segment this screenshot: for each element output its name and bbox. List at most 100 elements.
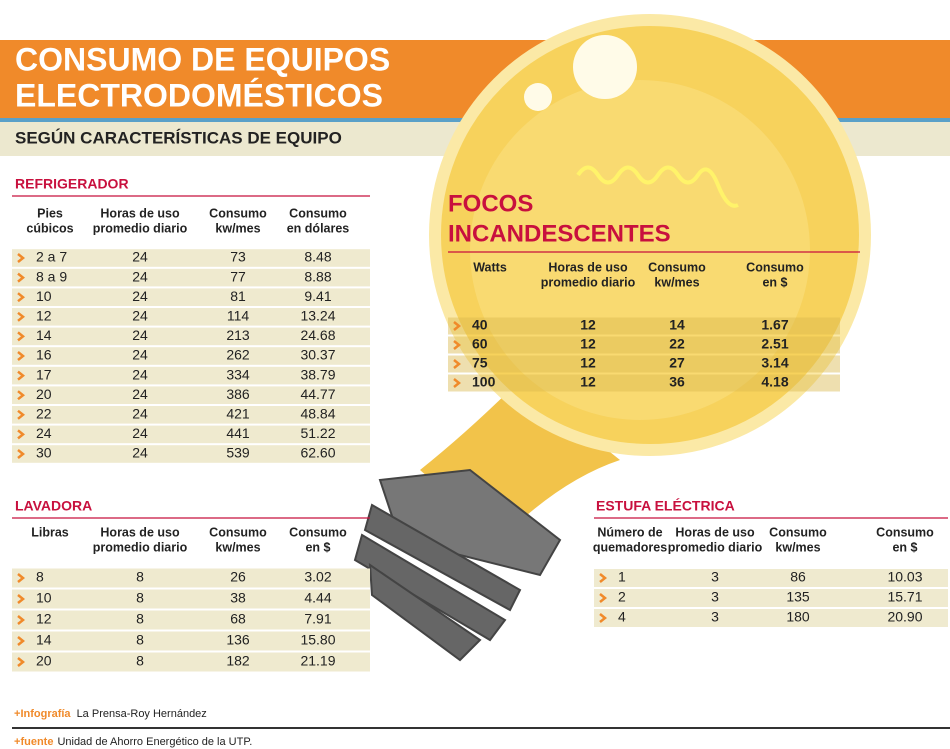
column-header: quemadores xyxy=(593,540,667,554)
cell: 7.91 xyxy=(304,611,331,627)
cell: 12 xyxy=(580,374,596,390)
row-marker xyxy=(453,359,462,369)
cell: 8.48 xyxy=(304,249,331,265)
cell: 81 xyxy=(230,288,246,304)
cell: 20 xyxy=(36,386,52,402)
row-marker xyxy=(17,429,26,440)
row-band xyxy=(12,268,370,287)
cell: 15.80 xyxy=(300,632,335,648)
cell: 8 xyxy=(136,569,144,585)
subtitle: SEGÚN CARACTERÍSTICAS DE EQUIPO xyxy=(15,128,342,147)
cell: 10.03 xyxy=(887,569,922,585)
cell: 24 xyxy=(132,308,148,324)
column-header: Consumo xyxy=(209,525,267,539)
cell: 12 xyxy=(580,355,596,371)
cell: 4.44 xyxy=(304,590,331,606)
row-marker xyxy=(17,253,26,263)
row-marker xyxy=(453,378,462,388)
cell: 30.37 xyxy=(300,347,335,363)
row-band xyxy=(448,336,840,354)
cell: 24 xyxy=(132,366,148,382)
source-label: fuente xyxy=(20,736,53,748)
cell: 14 xyxy=(36,327,52,343)
cell: 8 xyxy=(136,611,144,627)
cell: 421 xyxy=(226,406,250,422)
cell: 182 xyxy=(226,653,250,669)
row-marker xyxy=(17,351,26,361)
row-marker xyxy=(17,390,26,401)
row-marker xyxy=(453,340,462,350)
column-header: promedio diario xyxy=(668,540,763,554)
cell: 8 xyxy=(36,569,44,585)
row-marker xyxy=(17,409,26,420)
cell: 136 xyxy=(226,632,250,648)
row-band xyxy=(12,425,370,444)
cell: 22 xyxy=(669,336,685,352)
cell: 24 xyxy=(132,445,148,461)
cell: 51.22 xyxy=(300,425,335,441)
cell: 9.41 xyxy=(304,288,331,304)
cell: 24 xyxy=(132,268,148,284)
cell: 334 xyxy=(226,366,250,382)
row-marker xyxy=(453,321,462,331)
row-marker xyxy=(599,593,608,603)
row-band xyxy=(594,569,948,587)
cell: 8 xyxy=(136,653,144,669)
row-band xyxy=(12,347,370,365)
column-header: kw/mes xyxy=(215,540,260,554)
column-header: en $ xyxy=(892,540,917,554)
row-marker xyxy=(17,594,26,604)
column-header: promedio diario xyxy=(541,275,636,289)
cell: 36 xyxy=(669,374,685,390)
cell: 1 xyxy=(618,569,626,585)
cell: 441 xyxy=(226,425,250,441)
cell: 38.79 xyxy=(300,366,335,382)
row-marker xyxy=(17,657,26,667)
cell: 114 xyxy=(227,308,250,324)
cell: 2 a 7 xyxy=(36,249,67,265)
cell: 3 xyxy=(711,569,719,585)
cell: 3.02 xyxy=(304,569,331,585)
cell: 213 xyxy=(226,327,250,343)
row-band xyxy=(12,366,370,385)
column-header: Consumo xyxy=(876,525,934,539)
cell: 40 xyxy=(472,317,488,333)
column-header: Consumo xyxy=(289,206,347,220)
row-marker xyxy=(17,615,26,625)
row-band xyxy=(594,609,948,627)
row-band xyxy=(12,631,370,651)
cell: 44.77 xyxy=(300,386,335,402)
cell: 4.18 xyxy=(761,374,788,390)
column-header: Watts xyxy=(473,260,507,274)
column-header: Consumo xyxy=(769,525,827,539)
column-header: cúbicos xyxy=(26,221,73,235)
cell: 12 xyxy=(580,336,596,352)
row-marker xyxy=(17,636,26,646)
cell: 26 xyxy=(230,569,246,585)
cell: 38 xyxy=(230,590,246,606)
row-band xyxy=(12,288,370,306)
row-band xyxy=(12,308,370,326)
column-header: Consumo xyxy=(648,260,706,274)
row-band xyxy=(12,652,370,672)
cell: 8 xyxy=(136,632,144,648)
column-header: Pies xyxy=(37,206,63,220)
cell: 12 xyxy=(580,317,596,333)
column-header: Libras xyxy=(31,525,69,539)
cell: 100 xyxy=(472,374,496,390)
column-header: Horas de uso xyxy=(675,525,755,539)
row-band xyxy=(12,445,370,463)
cell: 8.88 xyxy=(304,268,331,284)
row-band xyxy=(12,406,370,424)
cell: 3.14 xyxy=(761,355,788,371)
cell: 77 xyxy=(230,268,246,284)
cell: 24 xyxy=(132,327,148,343)
row-marker xyxy=(17,292,26,303)
cell: 24 xyxy=(132,406,148,422)
column-header: kw/mes xyxy=(654,275,699,289)
cell: 48.84 xyxy=(300,406,335,422)
cell: 86 xyxy=(790,569,806,585)
section-title: ESTUFA ELÉCTRICA xyxy=(596,498,735,514)
column-header: promedio diario xyxy=(93,221,188,235)
row-marker xyxy=(17,331,26,342)
